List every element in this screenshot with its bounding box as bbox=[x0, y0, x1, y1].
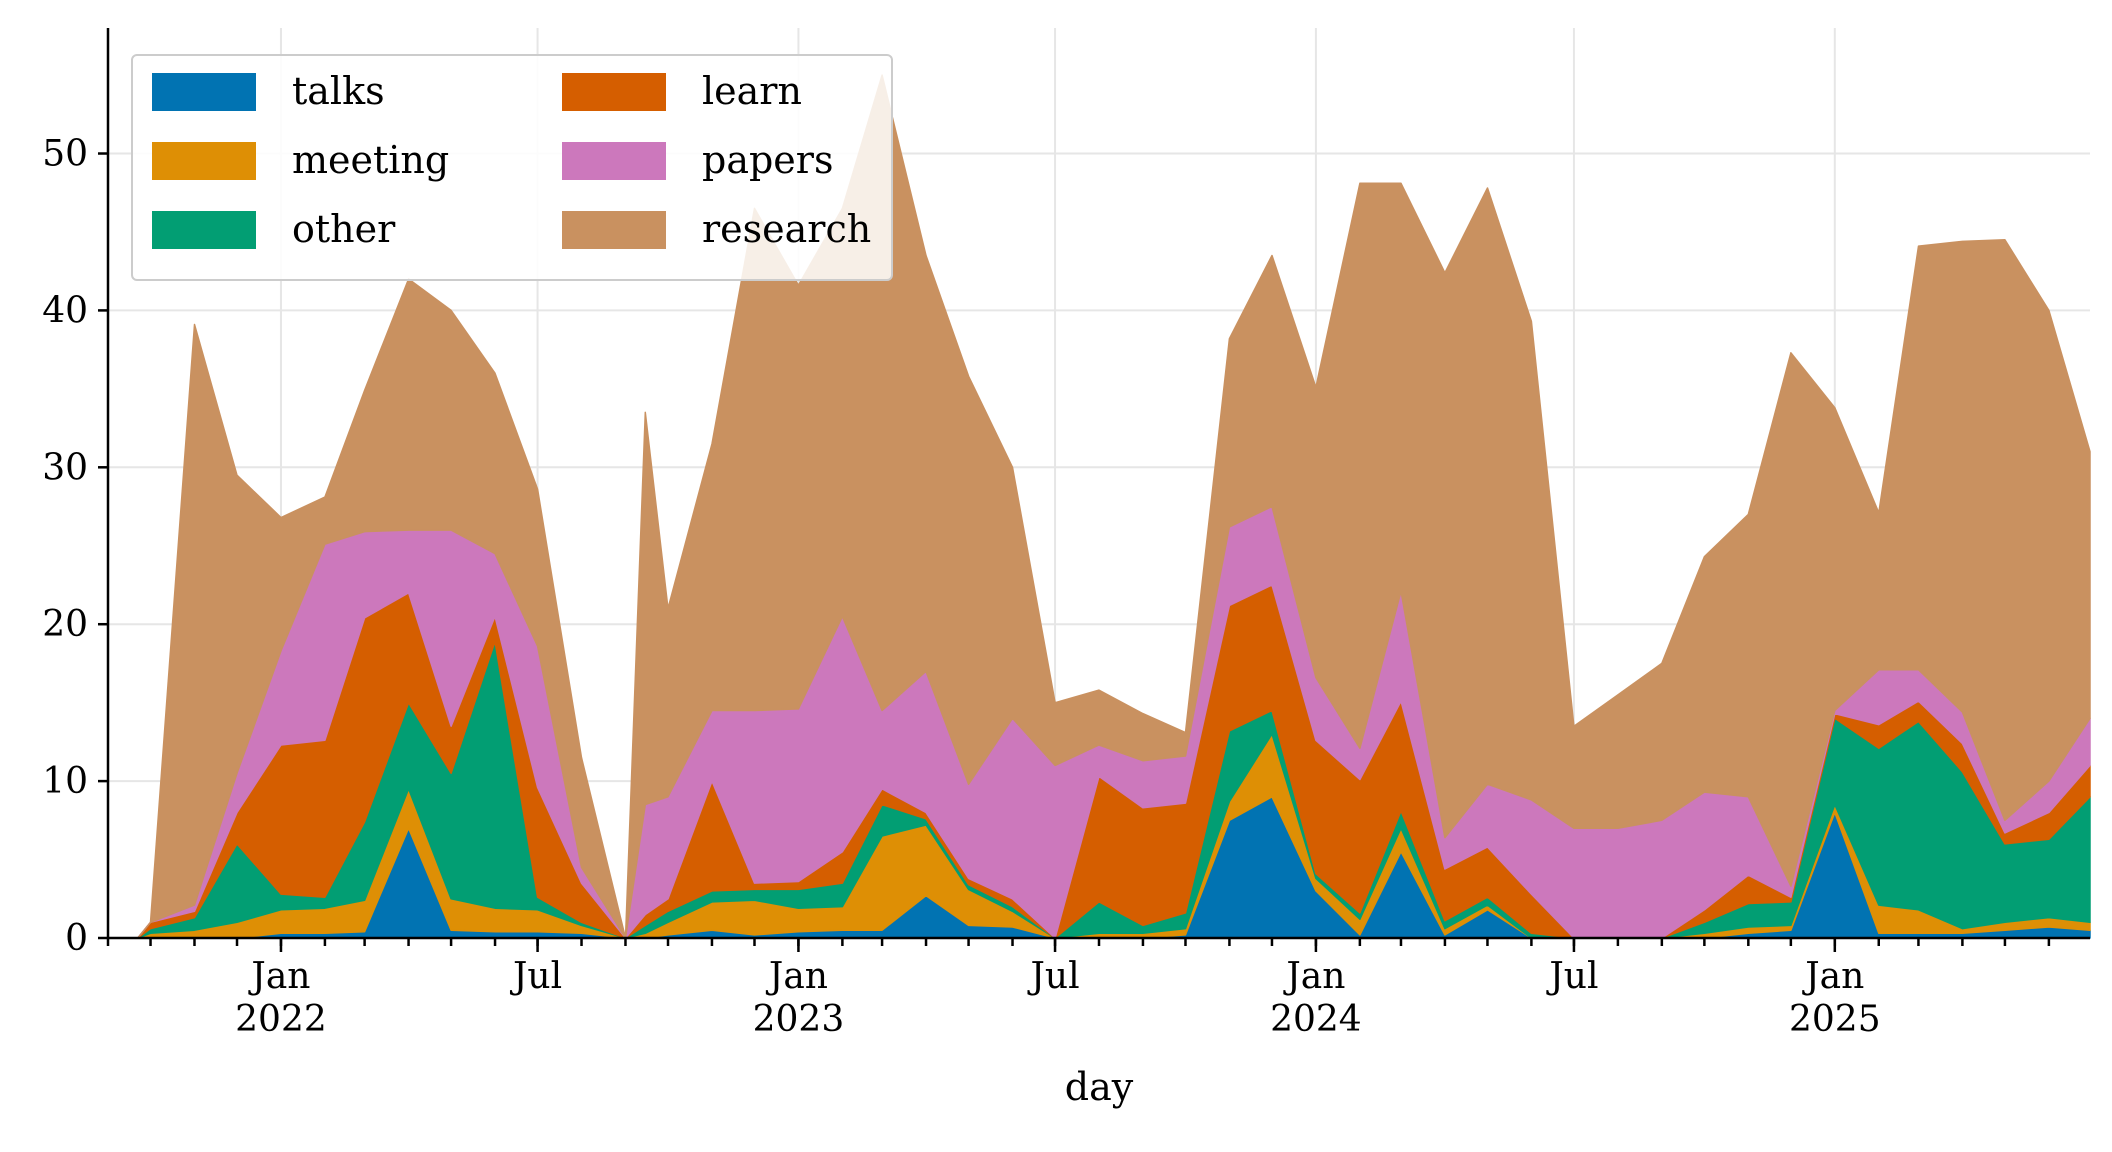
y-tick-label: 30 bbox=[42, 447, 88, 488]
x-tick-label: Jul bbox=[1545, 956, 1598, 997]
x-tick-label: Jan bbox=[247, 956, 310, 997]
x-tick-year-label: 2022 bbox=[235, 999, 327, 1040]
x-tick-label: Jan bbox=[765, 956, 828, 997]
legend-swatch-talks bbox=[152, 73, 256, 111]
area-research bbox=[107, 74, 2091, 939]
y-tick-label: 0 bbox=[65, 918, 88, 959]
legend: talks meeting other learn papers research bbox=[131, 54, 893, 281]
legend-label-research: research bbox=[702, 207, 871, 251]
legend-label-learn: learn bbox=[702, 69, 802, 113]
x-tick-label: Jul bbox=[1026, 956, 1079, 997]
legend-label-meeting: meeting bbox=[292, 138, 449, 182]
y-tick-label: 50 bbox=[42, 134, 88, 175]
legend-swatch-learn bbox=[562, 73, 666, 111]
legend-label-talks: talks bbox=[292, 69, 385, 113]
y-tick-label: 10 bbox=[42, 761, 88, 802]
x-tick-year-label: 2023 bbox=[753, 999, 845, 1040]
legend-swatch-research bbox=[562, 211, 666, 249]
legend-swatch-other bbox=[152, 211, 256, 249]
x-tick-year-label: 2024 bbox=[1270, 999, 1362, 1040]
legend-box bbox=[131, 54, 893, 281]
x-tick-year-label: 2025 bbox=[1789, 999, 1881, 1040]
legend-swatch-meeting bbox=[152, 142, 256, 180]
legend-label-papers: papers bbox=[702, 138, 833, 182]
x-tick-label: Jul bbox=[509, 956, 562, 997]
x-tick-label: Jan bbox=[1282, 956, 1345, 997]
y-tick-label: 20 bbox=[42, 604, 88, 645]
legend-swatch-papers bbox=[562, 142, 666, 180]
y-axis-ticks: 0 10 20 30 40 50 bbox=[42, 134, 108, 959]
y-tick-label: 40 bbox=[42, 290, 88, 331]
x-axis-label: day bbox=[1065, 1065, 1134, 1109]
x-tick-label: Jan bbox=[1801, 956, 1864, 997]
legend-label-other: other bbox=[292, 207, 396, 251]
